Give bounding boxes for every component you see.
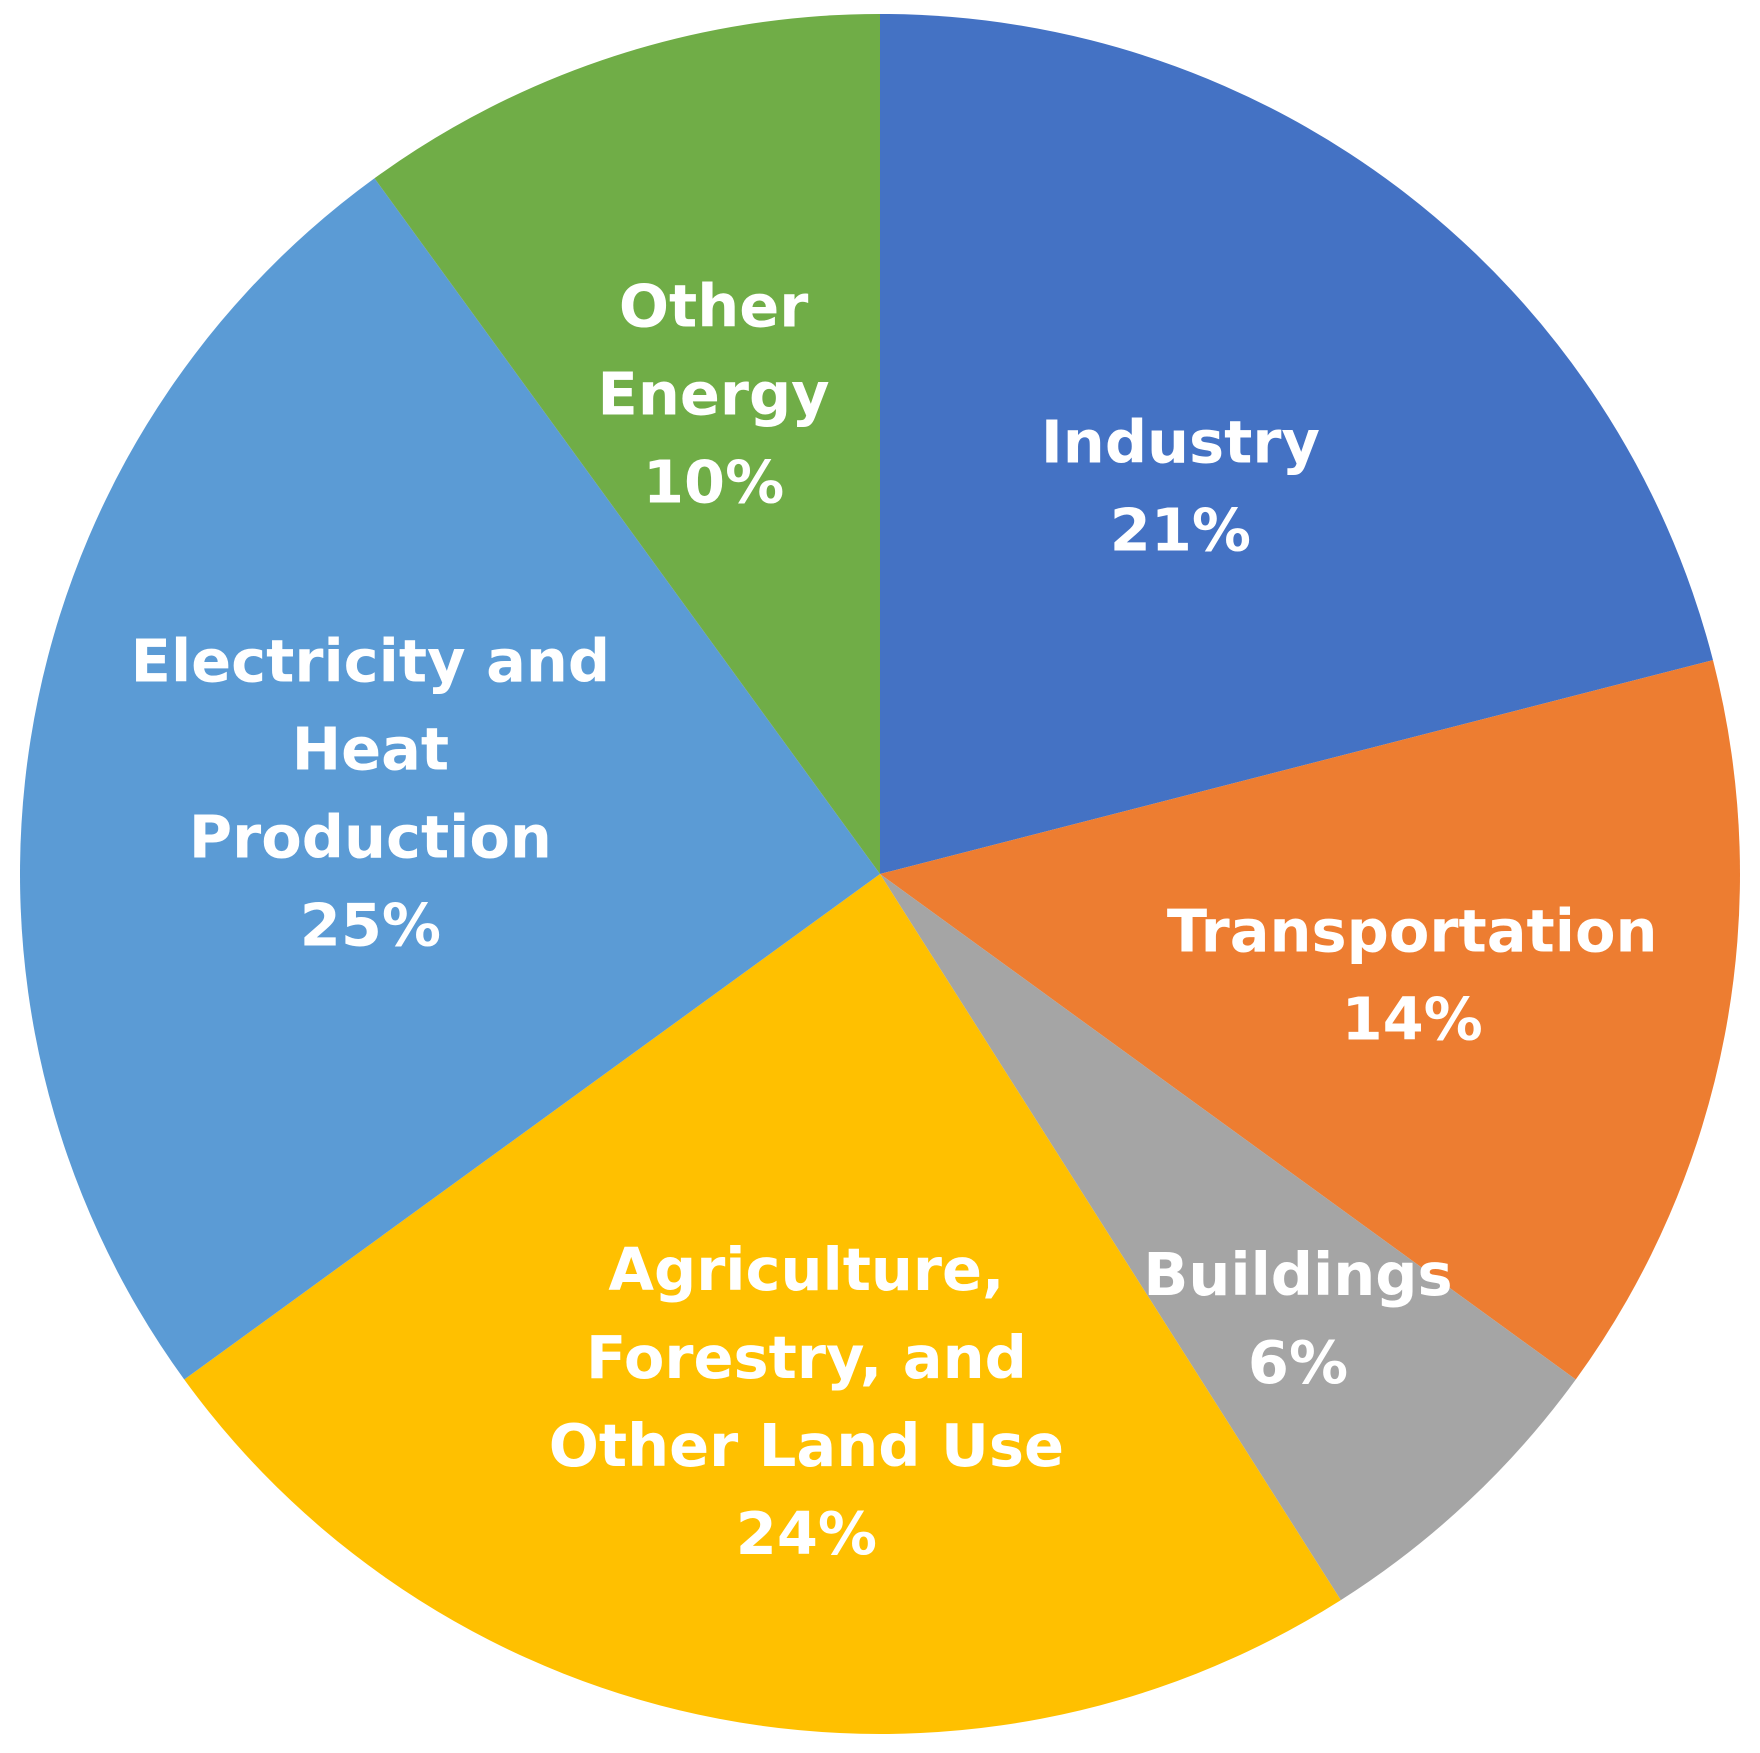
slice-name-line-5-1: Energy [598,360,830,429]
slice-name-line-4-0: Electricity and [131,626,611,695]
pie-slice-2 [880,874,1576,1601]
slice-label-1: Transportation 14% [1167,897,1658,1054]
pie-slice-0 [880,14,1713,874]
pie-slices [20,14,1740,1734]
slice-value-label-2: 6% [1248,1328,1348,1397]
slice-value-label-5: 10% [643,448,784,517]
slice-name-line-0-0: Industry [1041,408,1320,477]
slice-name-line-3-0: Agriculture, [608,1235,1004,1304]
slice-name-line-5-0: Other [619,272,808,341]
slice-name-line-4-2: Production [189,802,552,871]
slice-label-4: Electricity and Heat Production 25% [131,626,611,959]
slice-name-line-1-0: Transportation [1167,897,1658,966]
slice-name-line-2-0: Buildings [1143,1240,1452,1309]
slice-name-line-3-1: Forestry, and [586,1323,1027,1392]
slice-label-5: Other Energy 10% [598,272,830,517]
slice-value-label-1: 14% [1342,985,1483,1054]
slice-value-label-4: 25% [300,890,441,959]
slice-label-0: Industry 21% [1041,408,1320,565]
slice-label-3: Agriculture, Forestry, and Other Land Use 2… [549,1235,1064,1568]
slice-label-2: Buildings 6% [1143,1240,1452,1397]
slice-name-line-3-2: Other Land Use [549,1411,1064,1480]
slice-name-line-4-1: Heat [292,714,449,783]
slice-value-label-0: 21% [1110,496,1251,565]
slice-value-label-3: 24% [736,1499,877,1568]
pie-slice-5 [374,14,880,874]
pie-slice-3 [184,874,1341,1734]
pie-labels: Industry 21% Transportation 14% Buildings 6% A… [131,272,1658,1568]
pie-slice-4 [20,178,881,1380]
pie-slice-1 [880,660,1740,1380]
